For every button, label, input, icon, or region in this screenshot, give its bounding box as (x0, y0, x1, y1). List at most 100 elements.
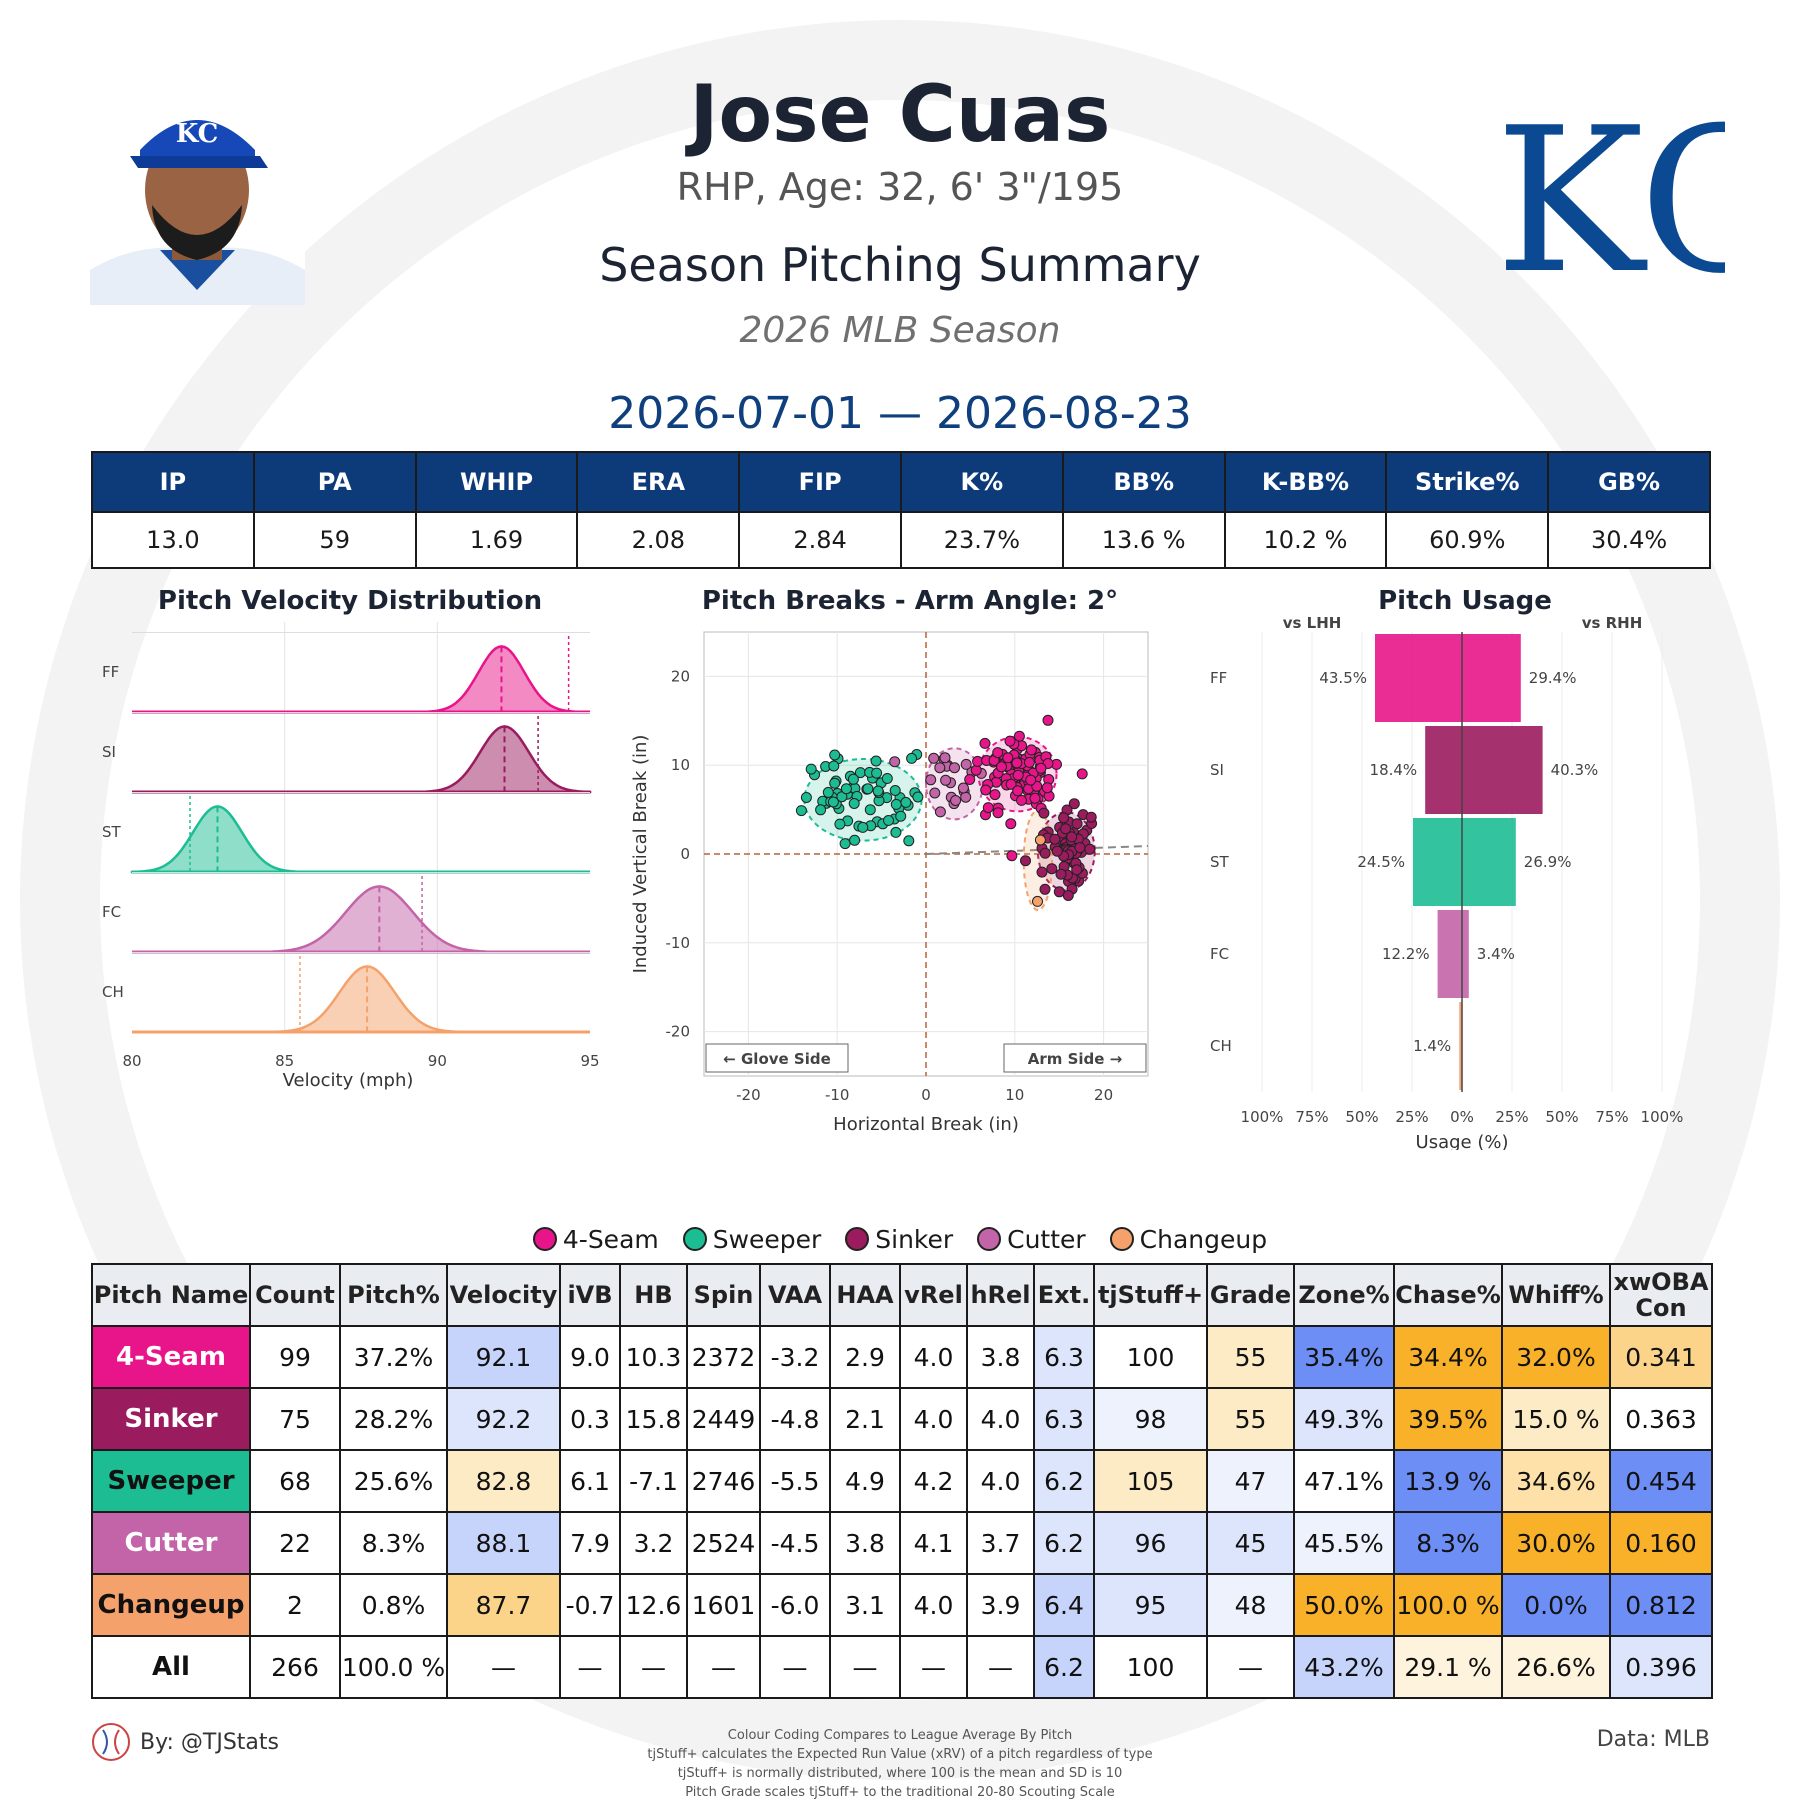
stats-value-row: 13.0 59 1.69 2.08 2.84 23.7% 13.6 % 10.2… (91, 511, 1711, 569)
pitch-table-row: Changeup 2 0.8% 87.7 -0.7 12.6 1601 -6.0 3.1 4.0 3… (91, 1573, 1713, 1637)
usage-bar-lhh-SI (1425, 726, 1462, 814)
pitch-table-cell: 2.1 (829, 1387, 901, 1451)
breaks-point-SI (1051, 845, 1063, 857)
pitch-table-cell: 95 (1093, 1573, 1208, 1637)
svg-text:KC: KC (176, 119, 219, 149)
pitch-table-cell: 3.7 (966, 1511, 1035, 1575)
breaks-point-ST (903, 835, 915, 847)
usage-right-label: vs RHH (1582, 614, 1643, 632)
velocity-row-label: FF (102, 663, 119, 681)
pitch-table-cell: 1601 (686, 1573, 761, 1637)
legend-label: Changeup (1139, 1225, 1268, 1254)
breaks-point-FC (925, 774, 937, 786)
breaks-point-FF (980, 784, 992, 796)
pitch-table-header-cell: HB (619, 1263, 688, 1327)
arm-side-label: Arm Side → (1028, 1050, 1123, 1068)
breaks-ytick: 20 (671, 667, 690, 685)
stat-header: K-BB% (1223, 451, 1388, 513)
pitch-name-cell: All (91, 1635, 251, 1699)
breaks-xtick: -20 (736, 1086, 761, 1104)
pitch-table-header: Pitch Name Count Pitch% Velocity iVB HB Spin VA… (91, 1263, 1713, 1327)
breaks-point-FF (1025, 744, 1037, 756)
breaks-point-FF (1012, 769, 1024, 781)
pitch-table-cell: 98 (1093, 1387, 1208, 1451)
breaks-chart-title: Pitch Breaks - Arm Angle: 2° (701, 586, 1119, 616)
stat-value: 1.69 (414, 511, 579, 569)
breaks-point-ST (828, 760, 840, 772)
pitch-table-header-cell: iVB (559, 1263, 621, 1327)
velocity-density-ST (130, 805, 590, 874)
breaks-point-ST (870, 755, 882, 767)
breaks-point-CH (1034, 834, 1046, 846)
velocity-row-label: FC (102, 903, 121, 921)
breaks-point-SI (1039, 847, 1051, 859)
breaks-point-ST (890, 798, 902, 810)
usage-xtick: 75% (1295, 1108, 1328, 1126)
stat-value: 2.84 (738, 511, 902, 569)
stat-header: BB% (1061, 451, 1226, 513)
pitch-table-cell: 0.3 (559, 1387, 621, 1451)
velocity-density-FC (132, 885, 590, 954)
pitch-table-cell: 4.0 (899, 1387, 968, 1451)
player-name: Jose Cuas (689, 70, 1111, 160)
pitch-table-cell: 28.2% (339, 1387, 448, 1451)
breaks-point-FF (1042, 714, 1054, 726)
pitch-table-cell: 2746 (686, 1449, 761, 1513)
usage-rhh-value: 29.4% (1529, 669, 1577, 687)
usage-lhh-value: 12.2% (1382, 945, 1430, 963)
pitch-table-cell: 92.1 (446, 1325, 561, 1389)
pitch-table-cell: -4.8 (759, 1387, 831, 1451)
usage-lhh-value: 43.5% (1319, 669, 1367, 687)
pitch-name-cell: Sinker (91, 1387, 251, 1451)
breaks-point-FF (1012, 785, 1024, 797)
usage-lhh-value: 1.4% (1413, 1037, 1451, 1055)
breaks-point-FC (949, 762, 960, 774)
pitch-table-cell: 37.2% (339, 1325, 448, 1389)
breaks-point-FF (979, 737, 991, 749)
legend-item: Sweeper (682, 1225, 821, 1254)
pitch-name-cell: Changeup (91, 1573, 251, 1637)
pitch-table-cell: 55 (1206, 1387, 1295, 1451)
pitch-table-cell: 6.2 (1033, 1511, 1095, 1575)
stat-value: 13.0 (91, 511, 255, 569)
pitch-table-cell: 6.2 (1033, 1635, 1095, 1699)
pitch-table-cell: 43.2% (1293, 1635, 1395, 1699)
pitch-table-cell: 15.0 % (1501, 1387, 1611, 1451)
stat-header: WHIP (414, 451, 579, 513)
pitch-table-row: All 266 100.0 % — — — — — — — —6.2 100—43.2% 29.1 % 2… (91, 1635, 1713, 1699)
pitch-table-cell: 0.396 (1609, 1635, 1713, 1699)
pitch-table-cell: 3.9 (966, 1573, 1035, 1637)
pitch-table-cell: 4.0 (966, 1387, 1035, 1451)
pitch-table-cell: -6.0 (759, 1573, 831, 1637)
pitch-table-cell: 48 (1206, 1573, 1295, 1637)
pitch-table-row: 4-Seam 99 37.2% 92.1 9.0 10.3 2372 -3.2 2.9 4.0 3.… (91, 1325, 1713, 1389)
pitch-table-cell: -0.7 (559, 1573, 621, 1637)
breaks-point-ST (827, 796, 839, 808)
breaks-point-FF (1004, 735, 1016, 747)
pitch-table-cell: 2.9 (829, 1325, 901, 1389)
pitch-table-cell: 45.5% (1293, 1511, 1395, 1575)
breaks-point-SI (1060, 823, 1072, 835)
breaks-point-ST (829, 777, 841, 789)
breaks-point-FC (934, 806, 946, 818)
breaks-point-ST (881, 773, 893, 784)
breaks-point-ST (822, 786, 834, 798)
breaks-point-ST (805, 763, 817, 775)
pitch-table-cell: — (559, 1635, 621, 1699)
pitch-table-cell: 99 (249, 1325, 341, 1389)
velocity-xtick: 95 (580, 1052, 599, 1070)
velocity-row-label: SI (102, 743, 116, 761)
velocity-distribution-chart: FF SI ST FC CH 80 85 90 95 Velocity (mph) (102, 622, 600, 1091)
breaks-point-ST (862, 783, 874, 795)
player-bio: RHP, Age: 32, 6' 3"/195 (676, 165, 1124, 209)
breaks-point-FC (928, 752, 940, 764)
pitch-table-cell: 0.341 (1609, 1325, 1713, 1389)
breaks-point-SI (1046, 863, 1058, 875)
breaks-point-ST (800, 792, 812, 803)
breaks-point-SI (1085, 811, 1097, 823)
stat-value: 10.2 % (1223, 511, 1388, 569)
pitch-table-cell: 6.4 (1033, 1573, 1095, 1637)
breaks-ylabel: Induced Vertical Break (in) (630, 735, 651, 974)
breaks-ytick: 10 (671, 756, 690, 774)
usage-bar-rhh-SI (1462, 726, 1543, 814)
